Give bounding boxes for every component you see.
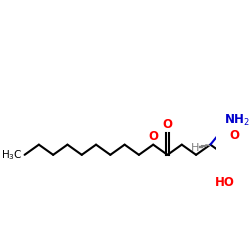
Text: NH$_2$: NH$_2$: [224, 113, 250, 128]
Text: O: O: [162, 118, 172, 132]
Text: HO: HO: [215, 176, 234, 189]
Text: O: O: [229, 129, 239, 142]
Text: H: H: [191, 143, 199, 153]
Text: H$_3$C: H$_3$C: [1, 148, 22, 162]
Text: O: O: [148, 130, 158, 143]
